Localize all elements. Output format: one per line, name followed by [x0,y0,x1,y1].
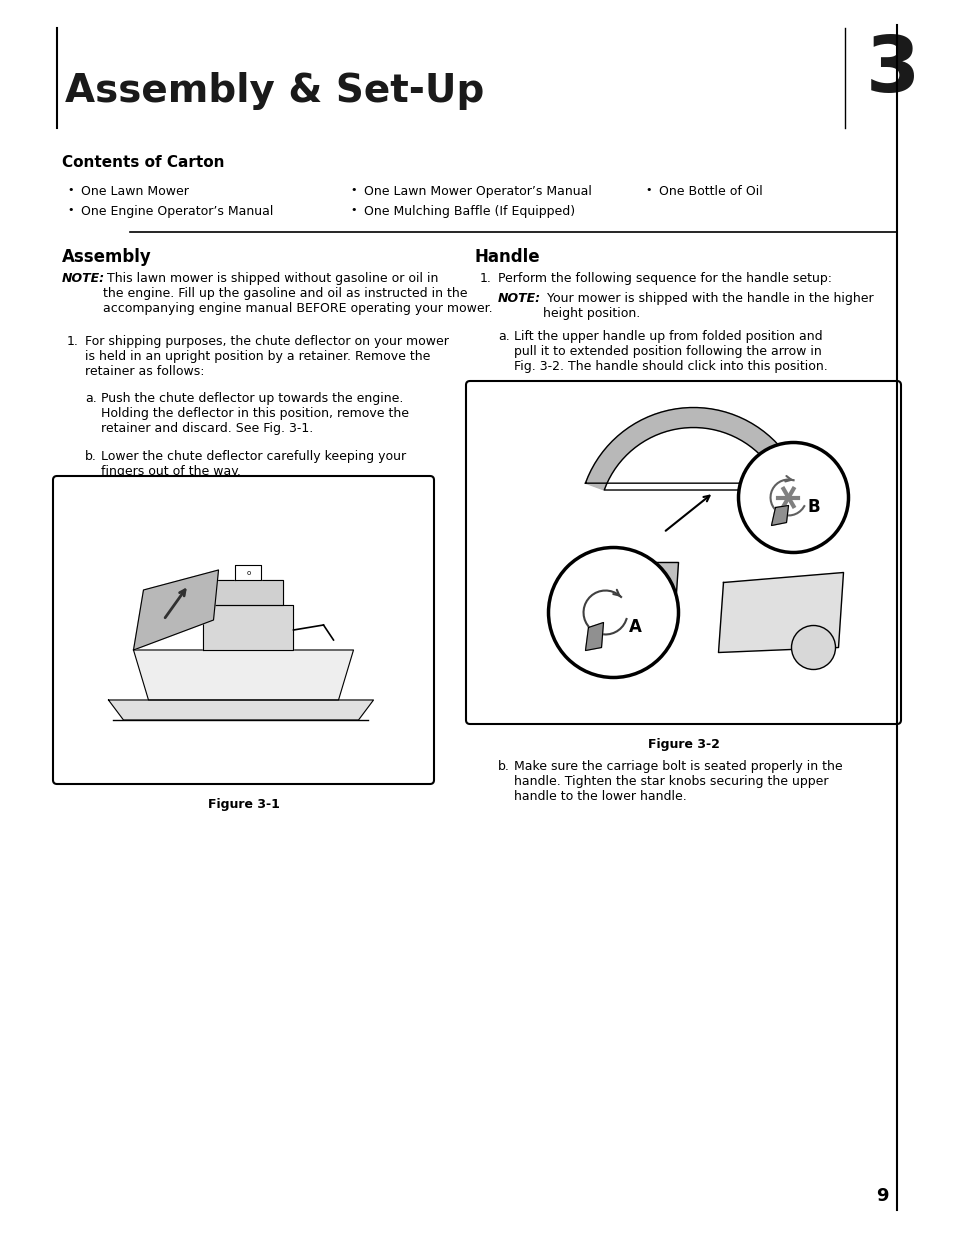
Text: •: • [350,205,356,215]
Text: Assembly & Set-Up: Assembly & Set-Up [65,72,484,110]
Text: Perform the following sequence for the handle setup:: Perform the following sequence for the h… [497,272,831,285]
Text: One Lawn Mower: One Lawn Mower [81,185,189,198]
Circle shape [791,625,835,669]
Text: For shipping purposes, the chute deflector on your mower
is held in an upright p: For shipping purposes, the chute deflect… [85,335,449,378]
Text: Lower the chute deflector carefully keeping your
fingers out of the way.: Lower the chute deflector carefully keep… [101,450,406,478]
Polygon shape [213,580,283,605]
Text: b.: b. [85,450,97,463]
Text: Lift the upper handle up from folded position and
pull it to extended position f: Lift the upper handle up from folded pos… [514,330,827,373]
Text: NOTE:: NOTE: [497,291,540,305]
Text: a.: a. [85,391,96,405]
Polygon shape [133,650,354,700]
Text: NOTE:: NOTE: [62,272,105,285]
Text: One Engine Operator’s Manual: One Engine Operator’s Manual [81,205,274,219]
Polygon shape [623,562,678,637]
Polygon shape [585,408,801,490]
Text: Figure 3-1: Figure 3-1 [208,798,279,811]
Text: b.: b. [497,760,509,773]
FancyBboxPatch shape [465,382,900,724]
Text: Push the chute deflector up towards the engine.
Holding the deflector in this po: Push the chute deflector up towards the … [101,391,409,435]
Text: Your mower is shipped with the handle in the higher
height position.: Your mower is shipped with the handle in… [542,291,873,320]
Text: o: o [246,571,251,576]
Text: •: • [350,185,356,195]
Text: •: • [67,185,73,195]
Text: 3: 3 [865,32,919,107]
Polygon shape [718,573,842,652]
Text: One Bottle of Oil: One Bottle of Oil [659,185,762,198]
Text: a.: a. [497,330,509,343]
Text: •: • [67,205,73,215]
Text: 1.: 1. [479,272,492,285]
Text: •: • [644,185,651,195]
Text: One Mulching Baffle (If Equipped): One Mulching Baffle (If Equipped) [364,205,575,219]
Text: A: A [628,619,641,636]
Text: Contents of Carton: Contents of Carton [62,156,224,170]
Text: 1.: 1. [67,335,79,348]
Polygon shape [203,605,294,650]
Text: Figure 3-2: Figure 3-2 [647,739,719,751]
Polygon shape [109,700,374,720]
FancyBboxPatch shape [53,475,434,784]
Circle shape [738,442,847,552]
Circle shape [548,547,678,678]
Text: One Lawn Mower Operator’s Manual: One Lawn Mower Operator’s Manual [364,185,591,198]
Polygon shape [235,564,261,580]
Polygon shape [133,571,218,650]
Text: B: B [806,499,819,516]
Polygon shape [585,622,603,651]
Text: Assembly: Assembly [62,248,152,266]
Text: Make sure the carriage bolt is seated properly in the
handle. Tighten the star k: Make sure the carriage bolt is seated pr… [514,760,841,803]
Polygon shape [771,505,788,526]
Text: This lawn mower is shipped without gasoline or oil in
the engine. Fill up the ga: This lawn mower is shipped without gasol… [103,272,492,315]
Text: Handle: Handle [475,248,540,266]
Text: 9: 9 [875,1187,887,1205]
